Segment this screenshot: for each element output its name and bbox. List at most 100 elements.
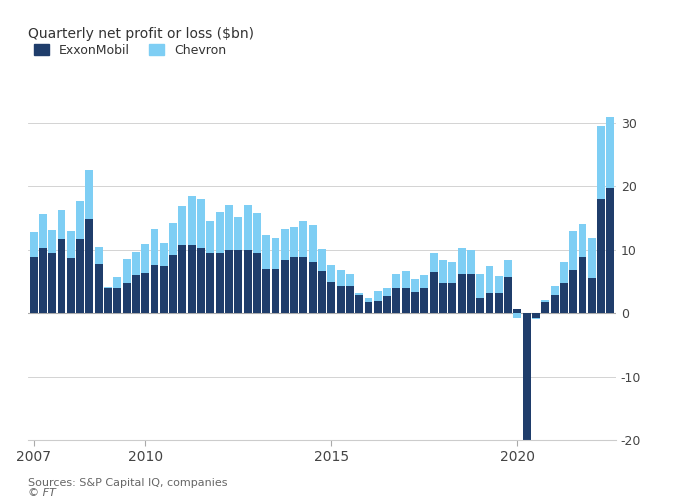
Bar xyxy=(309,262,316,313)
Bar xyxy=(169,254,177,313)
Bar xyxy=(290,257,298,313)
Bar xyxy=(66,231,75,258)
Legend: ExxonMobil, Chevron: ExxonMobil, Chevron xyxy=(34,44,226,57)
Bar xyxy=(458,248,466,274)
Bar xyxy=(113,288,121,313)
Bar xyxy=(476,274,484,298)
Bar xyxy=(300,257,307,313)
Bar xyxy=(104,287,112,288)
Bar xyxy=(421,275,428,287)
Bar xyxy=(365,302,372,313)
Bar xyxy=(206,254,214,313)
Bar xyxy=(150,230,158,266)
Bar xyxy=(551,286,559,296)
Bar xyxy=(290,228,298,257)
Bar xyxy=(365,298,372,302)
Bar xyxy=(113,277,121,288)
Bar xyxy=(178,206,186,245)
Bar xyxy=(337,286,344,313)
Bar xyxy=(402,270,409,287)
Bar xyxy=(94,264,103,313)
Bar xyxy=(541,302,550,313)
Bar xyxy=(486,294,493,313)
Text: © FT: © FT xyxy=(28,488,56,498)
Bar xyxy=(579,224,587,256)
Bar xyxy=(39,248,47,313)
Bar xyxy=(309,226,316,262)
Bar xyxy=(495,293,503,313)
Bar xyxy=(448,262,456,283)
Bar xyxy=(48,254,56,313)
Bar xyxy=(393,274,400,287)
Bar xyxy=(76,239,84,313)
Bar xyxy=(281,260,288,313)
Bar xyxy=(560,283,568,313)
Bar xyxy=(467,274,475,313)
Bar xyxy=(197,199,205,248)
Bar xyxy=(160,266,168,313)
Bar xyxy=(606,188,615,313)
Bar xyxy=(588,238,596,278)
Bar xyxy=(328,282,335,313)
Bar xyxy=(346,274,354,286)
Bar xyxy=(523,455,531,500)
Bar xyxy=(262,270,270,313)
Bar xyxy=(178,245,186,313)
Bar xyxy=(421,288,428,313)
Bar xyxy=(346,286,354,313)
Text: Sources: S&P Capital IQ, companies: Sources: S&P Capital IQ, companies xyxy=(28,478,228,488)
Bar xyxy=(272,238,279,270)
Bar xyxy=(300,221,307,257)
Bar xyxy=(448,283,456,313)
Bar xyxy=(486,266,493,293)
Bar xyxy=(76,202,84,239)
Bar xyxy=(569,270,577,313)
Bar xyxy=(318,271,326,313)
Bar xyxy=(244,250,251,313)
Bar xyxy=(141,244,149,273)
Bar xyxy=(216,253,223,313)
Bar xyxy=(411,280,419,291)
Bar xyxy=(85,170,93,219)
Bar xyxy=(29,257,38,313)
Bar xyxy=(523,313,531,455)
Bar xyxy=(141,273,149,313)
Bar xyxy=(29,232,38,257)
Bar xyxy=(225,204,233,250)
Bar xyxy=(495,276,503,293)
Bar xyxy=(393,288,400,313)
Bar xyxy=(188,245,196,313)
Bar xyxy=(57,210,65,239)
Bar xyxy=(606,117,615,188)
Bar xyxy=(337,270,344,286)
Bar xyxy=(94,247,103,264)
Bar xyxy=(430,272,438,313)
Bar xyxy=(439,283,447,313)
Bar xyxy=(383,288,391,296)
Bar xyxy=(569,231,577,270)
Bar xyxy=(244,204,251,250)
Bar xyxy=(150,266,158,313)
Bar xyxy=(504,277,512,313)
Bar xyxy=(551,296,559,313)
Bar xyxy=(234,216,242,250)
Bar xyxy=(579,256,587,313)
Bar xyxy=(253,214,261,253)
Bar xyxy=(411,292,419,313)
Bar xyxy=(48,230,56,254)
Bar xyxy=(383,296,391,313)
Bar xyxy=(188,196,196,245)
Bar xyxy=(597,126,605,200)
Text: Quarterly net profit or loss ($bn): Quarterly net profit or loss ($bn) xyxy=(28,27,254,41)
Bar xyxy=(504,260,512,277)
Bar xyxy=(328,266,335,282)
Bar xyxy=(513,310,522,313)
Bar xyxy=(430,253,438,272)
Bar xyxy=(532,318,540,319)
Bar xyxy=(39,214,47,248)
Bar xyxy=(356,296,363,313)
Bar xyxy=(402,288,409,313)
Bar xyxy=(560,262,568,283)
Bar xyxy=(132,252,140,275)
Bar xyxy=(66,258,75,313)
